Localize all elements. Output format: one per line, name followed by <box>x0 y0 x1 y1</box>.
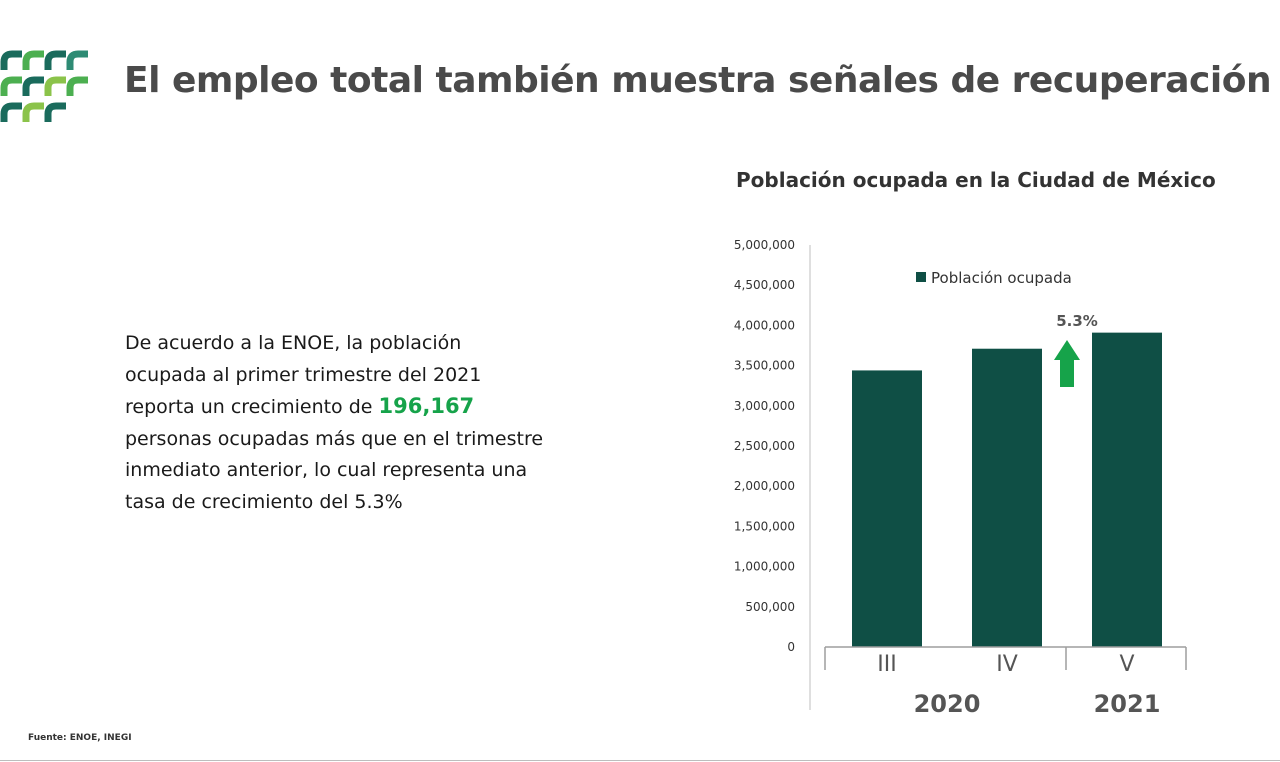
x-group-label: 2021 <box>1094 690 1161 718</box>
bottom-divider <box>0 760 1280 761</box>
page-title: El empleo total también muestra señales … <box>124 60 1272 101</box>
y-tick-label: 3,000,000 <box>734 399 795 413</box>
bar-chart: 0 500,000 1,000,000 1,500,000 2,000,000 2,500… <box>734 238 1187 718</box>
x-category-label: III <box>877 652 896 677</box>
description-line: ocupada al primer trimestre del 2021 <box>125 363 482 386</box>
description-line: De acuerdo a la ENOE, la población <box>125 332 462 354</box>
y-tick-label: 1,500,000 <box>734 519 795 533</box>
y-tick-label: 2,000,000 <box>734 479 795 493</box>
y-tick-label: 2,500,000 <box>734 439 795 453</box>
x-category-label: V <box>1119 652 1134 677</box>
growth-annotation: 5.3% <box>1056 312 1098 330</box>
y-tick-label: 500,000 <box>745 600 795 614</box>
y-tick-label: 3,500,000 <box>734 359 795 373</box>
y-tick-label: 0 <box>787 640 795 654</box>
description-segment: reporta un crecimiento de <box>125 396 379 418</box>
growth-number: 196,167 <box>378 394 475 418</box>
x-category-label: IV <box>996 652 1018 677</box>
y-tick-label: 5,000,000 <box>734 238 795 252</box>
bar-iv <box>972 348 1042 647</box>
description-line: reporta un crecimiento de 196,167 <box>125 391 605 424</box>
y-tick-label: 1,000,000 <box>734 560 795 574</box>
source-note: Fuente: ENOE, INEGI <box>28 733 132 743</box>
bar-iii <box>852 370 922 647</box>
bar-v <box>1092 332 1162 647</box>
up-arrow-icon <box>1054 340 1080 387</box>
legend-swatch <box>916 272 926 282</box>
description-line: inmediato anterior, lo cual representa u… <box>125 459 528 481</box>
legend-label: Población ocupada <box>931 269 1072 287</box>
city-logo-arches-icon <box>0 50 88 122</box>
description-line: tasa de crecimiento del 5.3% <box>125 490 403 513</box>
y-tick-label: 4,000,000 <box>734 318 795 332</box>
description-line: personas ocupadas más que en el trimestr… <box>125 427 544 450</box>
description-text: De acuerdo a la ENOE, la población ocupa… <box>125 328 605 518</box>
chart-title: Población ocupada en la Ciudad de México <box>736 168 1216 192</box>
x-group-label: 2020 <box>914 690 981 718</box>
y-tick-label: 4,500,000 <box>734 278 795 292</box>
